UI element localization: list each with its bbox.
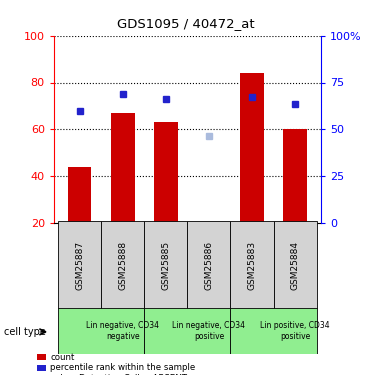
Text: percentile rank within the sample: percentile rank within the sample: [50, 363, 196, 372]
Bar: [68, 167, 92, 223]
Bar: [144, 308, 230, 354]
Text: GDS1095 / 40472_at: GDS1095 / 40472_at: [117, 17, 254, 30]
Text: GSM25888: GSM25888: [118, 241, 127, 290]
Bar: [37, 354, 46, 360]
Text: GSM25886: GSM25886: [204, 241, 213, 290]
Bar: [230, 221, 273, 309]
Bar: [230, 308, 316, 354]
Text: GSM25885: GSM25885: [161, 241, 170, 290]
Bar: [37, 364, 46, 370]
Bar: [101, 221, 144, 309]
Text: GSM25887: GSM25887: [75, 241, 84, 290]
Text: Lin negative, CD34
negative: Lin negative, CD34 negative: [86, 321, 159, 340]
Bar: [154, 122, 178, 223]
Text: value, Detection Call = ABSENT: value, Detection Call = ABSENT: [50, 374, 187, 375]
Text: cell type: cell type: [4, 327, 46, 337]
Bar: [273, 221, 316, 309]
Bar: [240, 73, 264, 223]
Text: GSM25884: GSM25884: [290, 241, 299, 290]
Text: count: count: [50, 352, 75, 362]
Bar: [111, 113, 135, 223]
Bar: [187, 221, 230, 309]
Text: Lin negative, CD34
positive: Lin negative, CD34 positive: [173, 321, 245, 340]
Bar: [283, 129, 307, 223]
Bar: [144, 221, 187, 309]
Bar: [58, 308, 144, 354]
Text: Lin positive, CD34
positive: Lin positive, CD34 positive: [260, 321, 330, 340]
Text: GSM25883: GSM25883: [247, 241, 256, 290]
Bar: [58, 221, 101, 309]
